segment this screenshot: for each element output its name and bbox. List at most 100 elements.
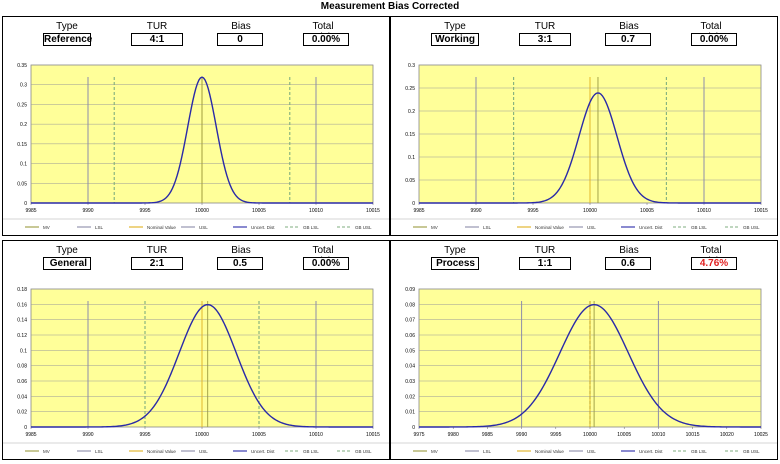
- x-tick-label: 10005: [617, 432, 631, 438]
- y-tick-label: 0.04: [405, 364, 415, 370]
- legend-label: GB LSL: [691, 225, 707, 230]
- uncertainty-curve: [31, 76, 373, 204]
- bias-header-label: Bias: [619, 245, 639, 256]
- y-tick-label: 0.1: [20, 348, 27, 354]
- legend-label: LSL: [95, 449, 104, 454]
- tur-value: 3:1: [519, 33, 571, 46]
- y-tick-label: 0.06: [17, 379, 27, 385]
- bias-distribution-chart: 0 0.01 0.02 0.03 0.04 0.05 0.06 0.07 0.08 0.09 997…: [391, 287, 777, 454]
- bias-distribution-chart: 0 0.05 0.1 0.15 0.2 0.25 0.3 9985 9990 9995 10000 1…: [391, 63, 777, 230]
- y-tick-label: 0.09: [405, 287, 415, 293]
- legend-label: Nominal Value: [147, 449, 176, 454]
- y-tick-label: 0.05: [405, 348, 415, 354]
- legend-label: GB USL: [743, 225, 760, 230]
- legend-label: LSL: [483, 225, 492, 230]
- y-tick-label: 0.1: [20, 162, 27, 168]
- x-tick-label: 9990: [516, 432, 527, 438]
- y-tick-label: 0.3: [20, 83, 27, 89]
- risk-header-label: Total Risk: [700, 21, 722, 43]
- x-tick-label: 10015: [366, 432, 380, 438]
- legend-label: USL: [587, 449, 596, 454]
- risk-value: 0.00%: [691, 33, 737, 46]
- risk-header-label: Total Risk: [312, 21, 334, 43]
- legend-label: USL: [199, 225, 208, 230]
- tur-value: 1:1: [519, 257, 571, 270]
- risk-header-label: Total Risk: [312, 245, 334, 267]
- y-tick-label: 0.06: [405, 333, 415, 339]
- x-tick-label: 10010: [309, 432, 323, 438]
- bias-value: 0.5: [217, 257, 263, 270]
- type-header-label: Type: [56, 21, 78, 32]
- x-tick-label: 9985: [482, 432, 493, 438]
- bias-header-label: Bias: [231, 245, 251, 256]
- legend-label: Nominal Value: [147, 225, 176, 230]
- y-tick-label: 0.03: [405, 379, 415, 385]
- x-tick-label: 10000: [195, 208, 209, 214]
- risk-value: 0.00%: [303, 33, 349, 46]
- bias-distribution-chart: 0 0.02 0.04 0.06 0.08 0.1 0.12 0.14 0.16 0.18 9985…: [3, 287, 389, 454]
- y-tick-label: 0.12: [17, 333, 27, 339]
- y-tick-label: 0.18: [17, 287, 27, 293]
- x-tick-label: 10010: [651, 432, 665, 438]
- x-tick-label: 10005: [640, 208, 654, 214]
- legend-label: LSL: [95, 225, 104, 230]
- y-tick-label: 0.15: [17, 142, 27, 148]
- tur-value: 2:1: [131, 257, 183, 270]
- y-tick-label: 0.14: [17, 318, 27, 324]
- x-tick-label: 9980: [448, 432, 459, 438]
- y-tick-label: 0: [412, 201, 415, 207]
- x-tick-label: 10000: [583, 432, 597, 438]
- y-tick-label: 0.05: [17, 181, 27, 187]
- y-tick-label: 0.15: [405, 132, 415, 138]
- x-tick-label: 10020: [720, 432, 734, 438]
- x-tick-label: 10015: [686, 432, 700, 438]
- bias-value: 0: [217, 33, 263, 46]
- x-tick-label: 9990: [82, 208, 93, 214]
- legend-label: GB LSL: [303, 225, 319, 230]
- y-tick-label: 0: [412, 425, 415, 431]
- x-tick-label: 10015: [366, 208, 380, 214]
- page-title: Measurement Bias Corrected: [320, 1, 460, 12]
- x-tick-label: 9985: [413, 208, 424, 214]
- type-value: Process: [431, 257, 479, 270]
- y-tick-label: 0.1: [408, 155, 415, 161]
- legend-label: MV: [43, 225, 50, 230]
- x-tick-label: 10010: [309, 208, 323, 214]
- type-value: Working: [431, 33, 479, 46]
- bias-header-label: Bias: [619, 21, 639, 32]
- y-tick-label: 0.08: [17, 364, 27, 370]
- y-tick-label: 0.04: [17, 394, 27, 400]
- legend-label: GB LSL: [691, 449, 707, 454]
- risk-header-label: Total Risk: [700, 245, 722, 267]
- legend-label: Uncert. Dist: [251, 225, 275, 230]
- y-tick-label: 0.35: [17, 63, 27, 69]
- y-tick-label: 0: [24, 425, 27, 431]
- legend-label: USL: [199, 449, 208, 454]
- y-tick-label: 0.25: [405, 86, 415, 92]
- tur-value: 4:1: [131, 33, 183, 46]
- x-tick-label: 10000: [583, 208, 597, 214]
- legend-label: GB LSL: [303, 449, 319, 454]
- y-tick-label: 0.2: [20, 122, 27, 128]
- risk-value: 0.00%: [303, 257, 349, 270]
- legend-label: Uncert. Dist: [251, 449, 275, 454]
- y-tick-label: 0.08: [405, 302, 415, 308]
- tur-header-label: TUR: [534, 21, 556, 32]
- legend-label: Nominal Value: [535, 225, 564, 230]
- x-tick-label: 10005: [252, 208, 266, 214]
- uncertainty-curve: [419, 92, 761, 204]
- x-tick-label: 10000: [195, 432, 209, 438]
- tur-header-label: TUR: [146, 245, 168, 256]
- legend-label: MV: [43, 449, 50, 454]
- y-tick-label: 0.05: [405, 178, 415, 184]
- x-tick-label: 9995: [550, 432, 561, 438]
- x-tick-label: 9990: [470, 208, 481, 214]
- bias-value: 0.7: [605, 33, 651, 46]
- legend-label: Uncert. Dist: [639, 449, 663, 454]
